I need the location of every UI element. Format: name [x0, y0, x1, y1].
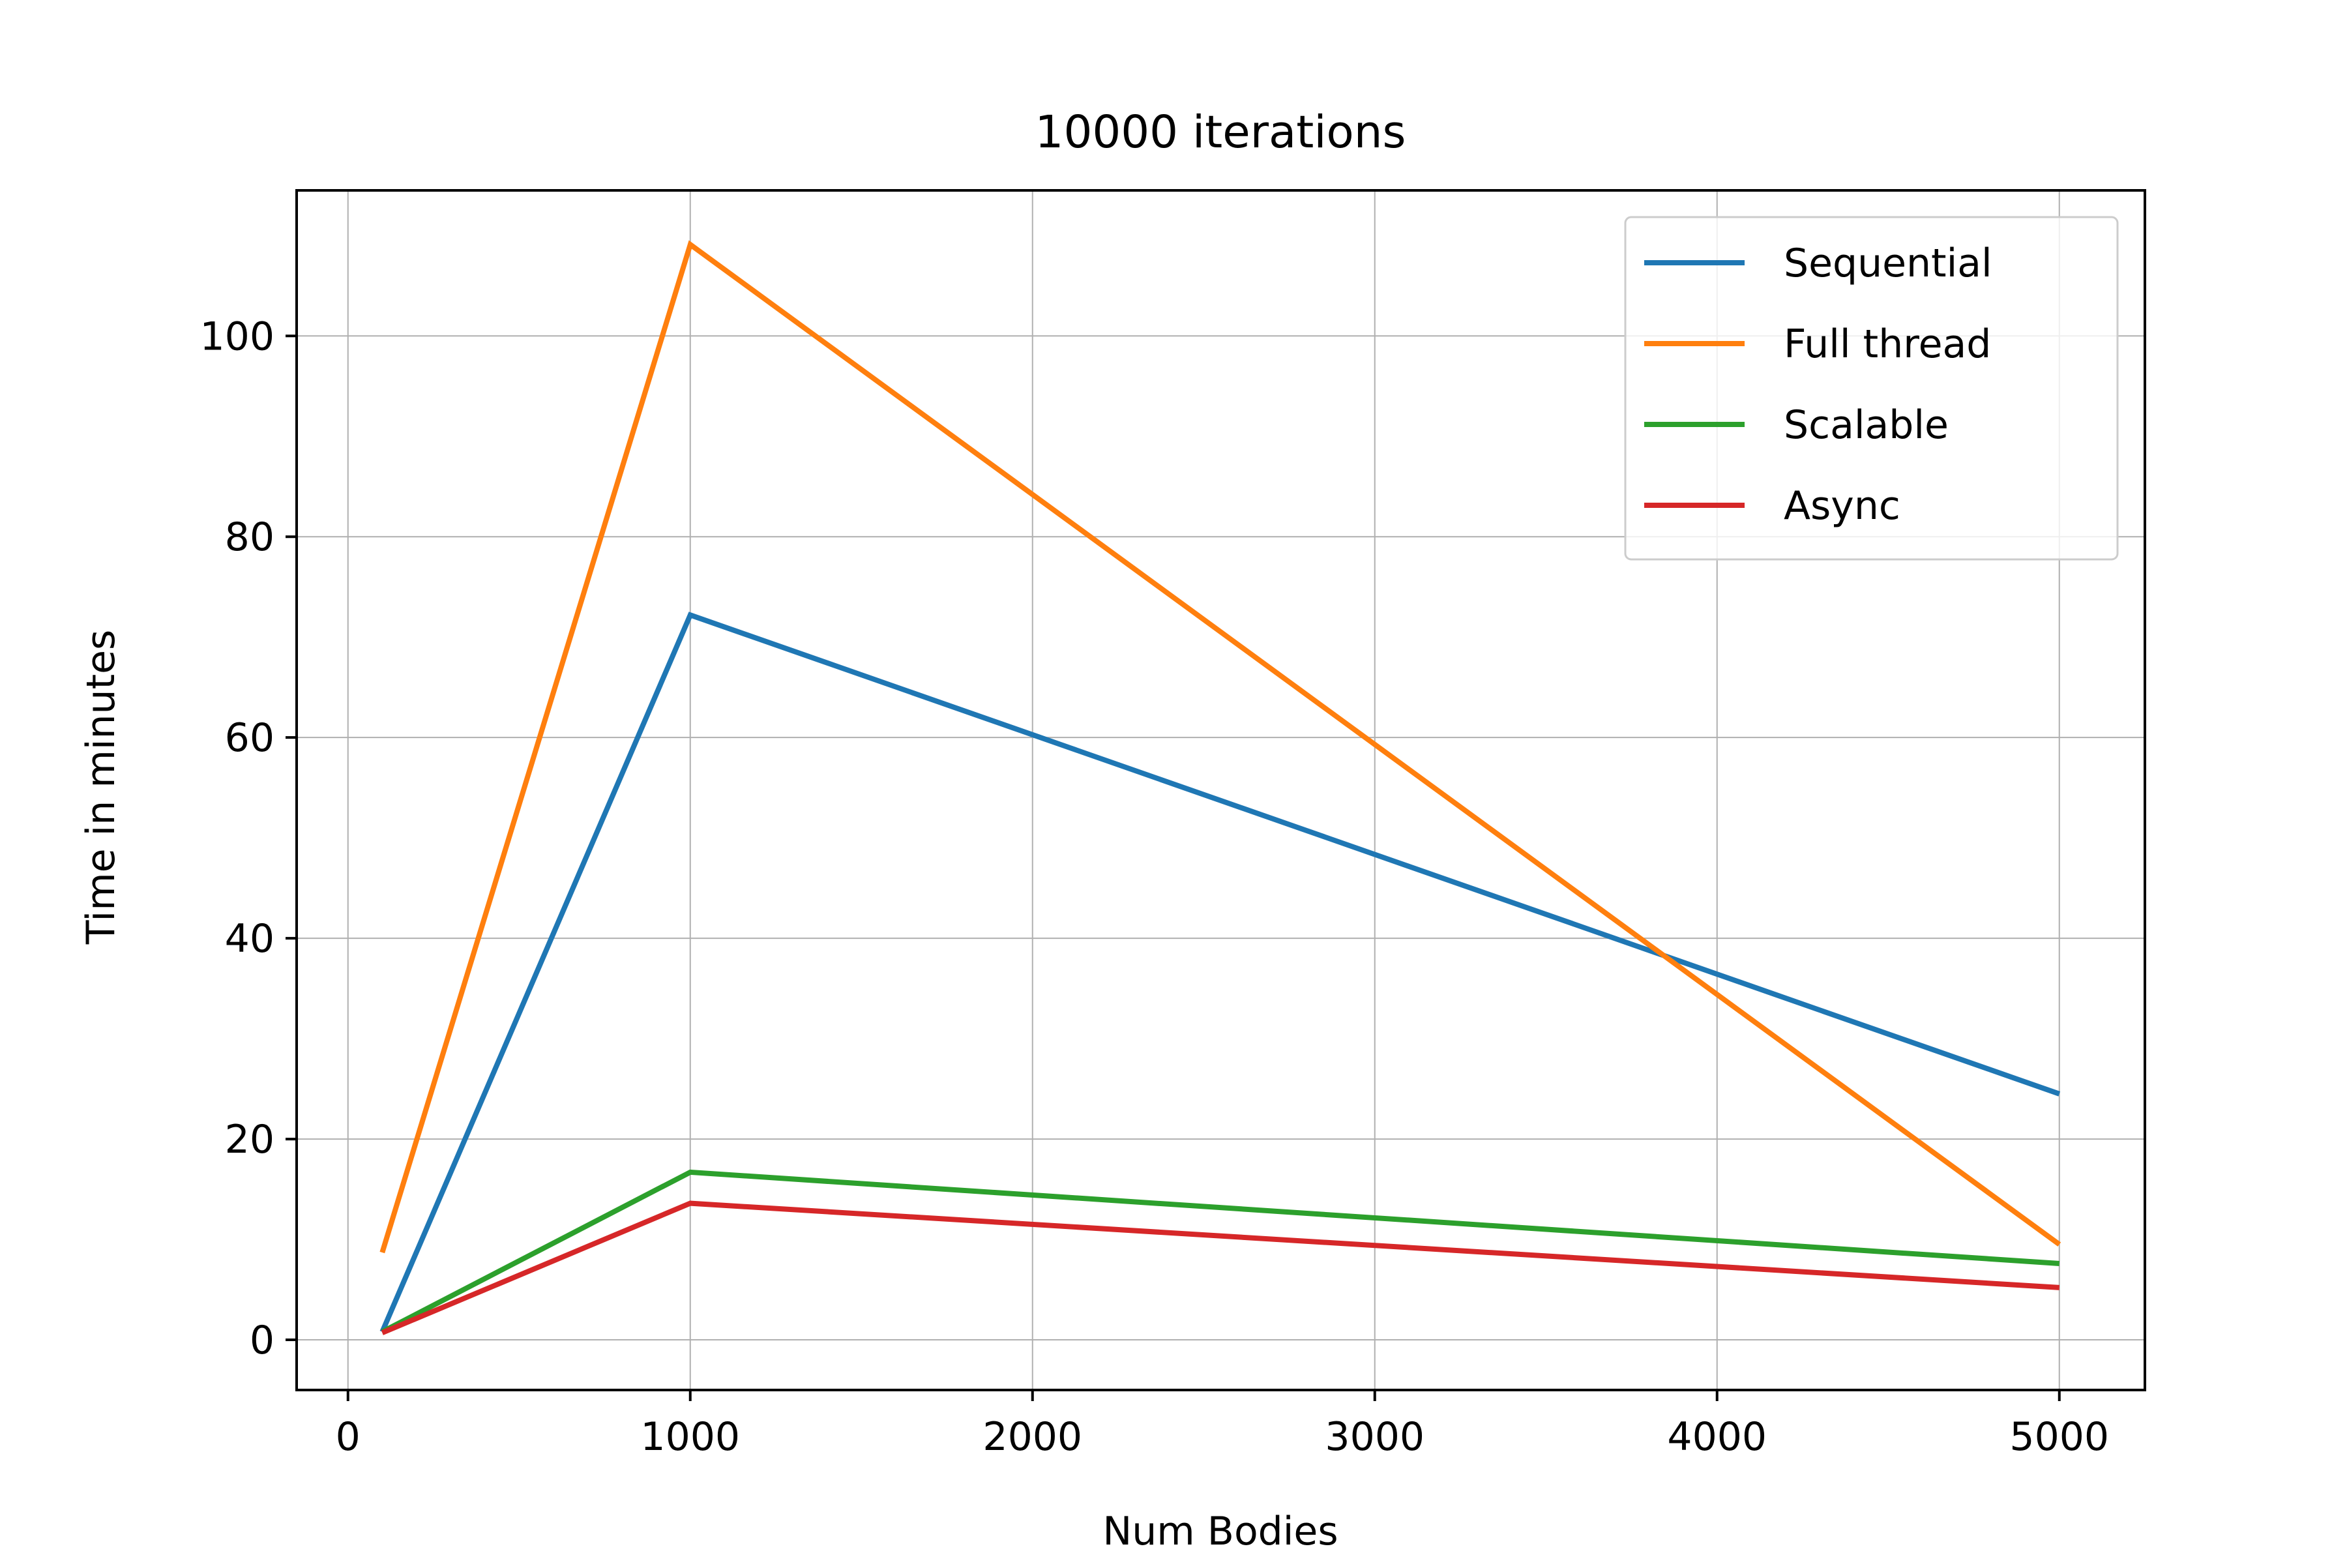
x-tick-label: 4000: [1667, 1414, 1767, 1460]
y-tick-label: 40: [225, 916, 274, 962]
series-line-full-thread: [379, 240, 2061, 1254]
legend-box: [1624, 216, 2119, 561]
y-tick-label: 100: [199, 314, 274, 359]
x-tick-label: 0: [336, 1414, 361, 1460]
legend-label: Full thread: [1784, 321, 1991, 367]
x-tick-label: 1000: [640, 1414, 740, 1460]
legend-label: Sequential: [1784, 241, 1992, 286]
series-line-async: [381, 1200, 2060, 1335]
x-tick-label: 3000: [1325, 1414, 1424, 1460]
series-line-sequential: [379, 612, 2061, 1333]
series-line-scalable: [381, 1169, 2060, 1335]
x-tick-label: 2000: [982, 1414, 1082, 1460]
series-lines: [379, 240, 2061, 1335]
axis-ticks: 0 1000 2000 3000 4000 5000 0 20 40 60 80 100: [199, 314, 2109, 1460]
legend: Sequential Full thread Scalable Async: [1624, 216, 2119, 561]
y-tick-label: 20: [225, 1117, 274, 1162]
legend-label: Async: [1784, 483, 1900, 529]
y-tick-label: 80: [225, 514, 274, 560]
x-tick-label: 5000: [2009, 1414, 2109, 1460]
y-tick-label: 0: [250, 1318, 274, 1363]
y-tick-label: 60: [225, 715, 274, 761]
y-axis-label: Time in minutes: [78, 630, 124, 945]
x-axis-label: Num Bodies: [1102, 1509, 1338, 1554]
legend-label: Scalable: [1784, 402, 1949, 448]
plot-frame: [295, 189, 2146, 1391]
chart-title: 10000 iterations: [1035, 106, 1406, 158]
